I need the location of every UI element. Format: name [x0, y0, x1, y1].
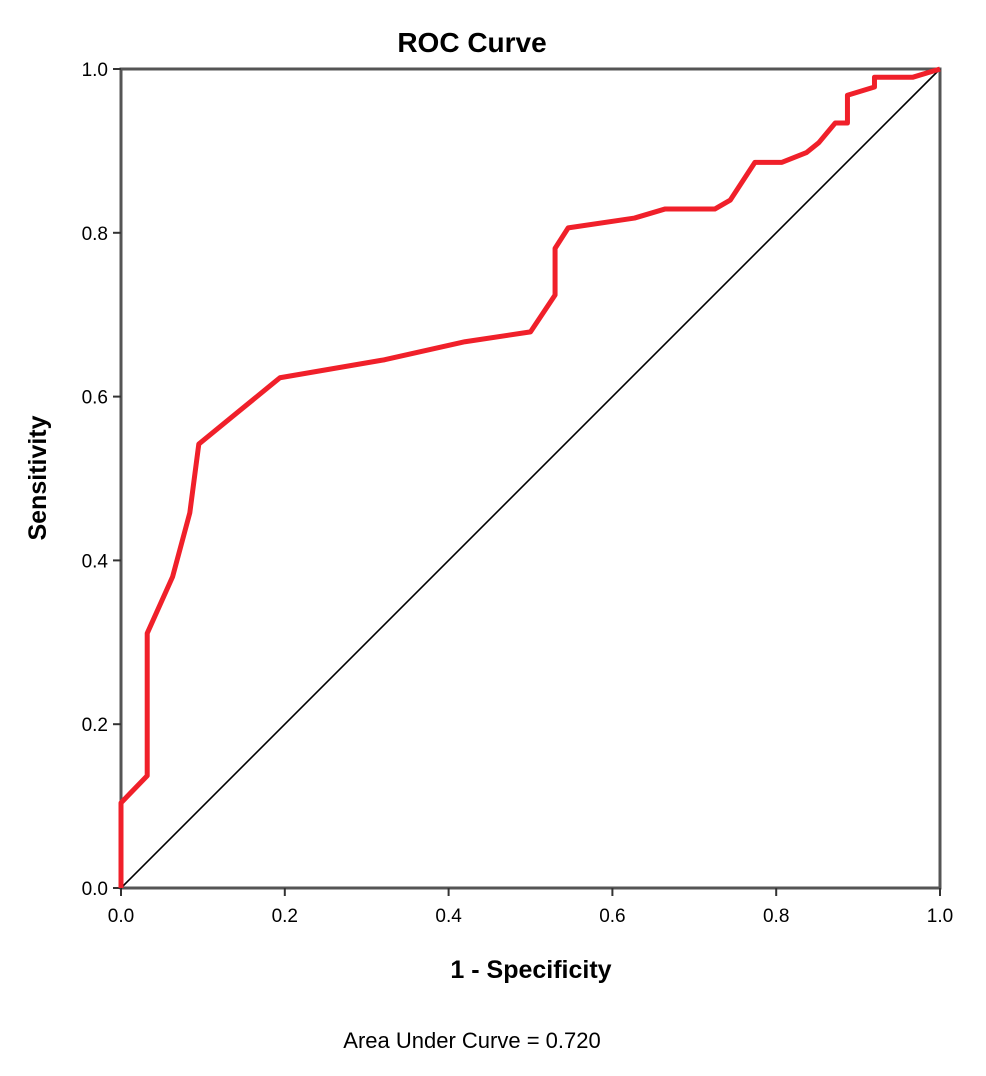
roc-curve-line — [118, 66, 941, 888]
auc-annotation: Area Under Curve = 0.720 — [343, 1028, 600, 1053]
x-tick-label: 0.2 — [272, 906, 298, 927]
y-tick-label: 0.8 — [82, 224, 108, 245]
chart-title: ROC Curve — [397, 27, 546, 58]
y-tick-label: 0.6 — [82, 388, 108, 409]
y-tick-label: 0.4 — [82, 551, 109, 572]
y-tick-label: 0.2 — [82, 715, 108, 736]
x-axis-label: 1 - Specificity — [450, 956, 611, 984]
reference-line — [120, 68, 941, 889]
x-tick-label: 0.8 — [763, 906, 789, 927]
x-tick-label: 0.4 — [435, 906, 462, 927]
y-axis-label: Sensitivity — [24, 415, 52, 540]
x-tick-label: 1.0 — [927, 906, 953, 927]
x-tick-label: 0.0 — [108, 906, 134, 927]
plot-frame — [119, 67, 942, 890]
y-tick-label: 0.0 — [82, 879, 108, 900]
y-tick-label: 1.0 — [82, 60, 108, 81]
x-tick-label: 0.6 — [599, 906, 625, 927]
